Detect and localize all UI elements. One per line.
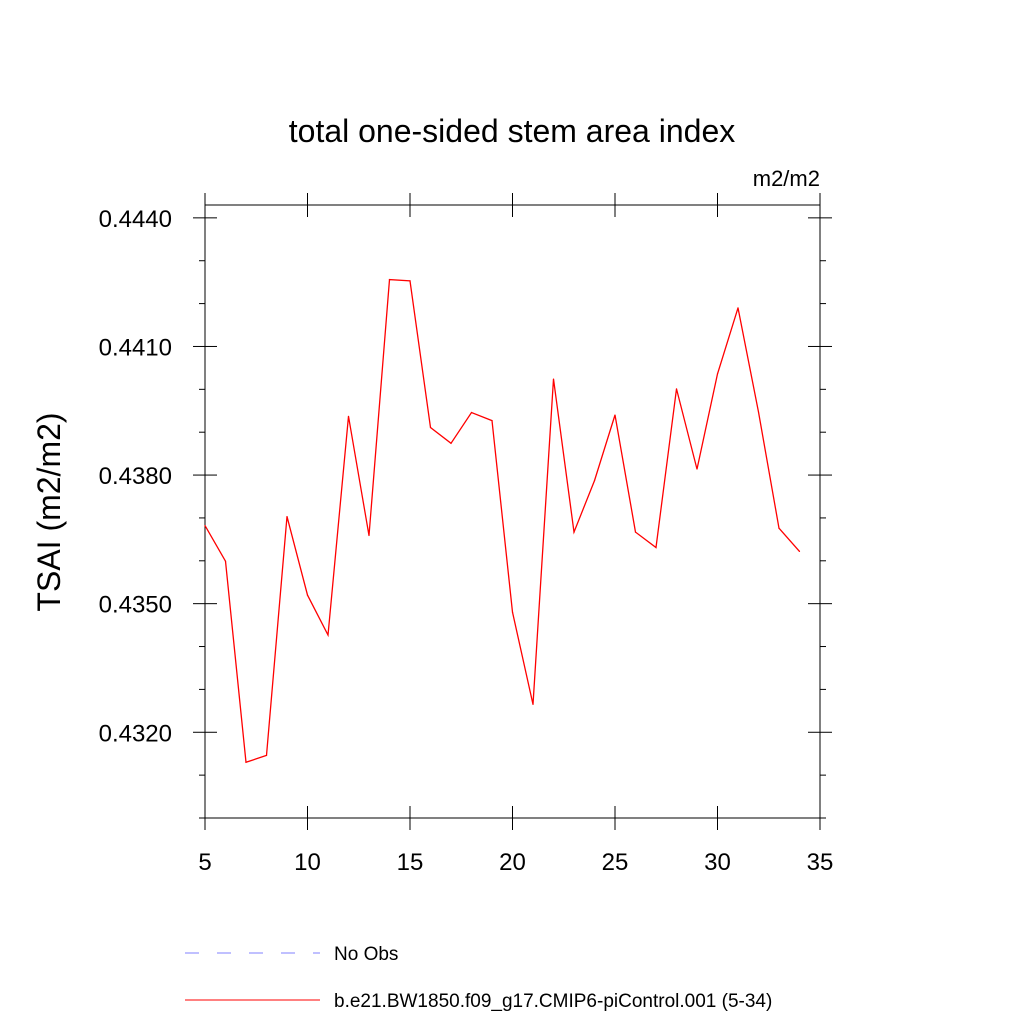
x-tick-label: 20 <box>499 849 526 876</box>
y-tick-label: 0.4320 <box>99 720 172 747</box>
x-tick-label: 5 <box>198 849 211 876</box>
y-tick-label: 0.4350 <box>99 592 172 619</box>
series-point <box>798 550 801 552</box>
series-line-1 <box>204 278 800 764</box>
units-label: m2/m2 <box>753 166 820 191</box>
series-point <box>737 307 739 309</box>
series-layer <box>204 278 801 764</box>
x-tick-label: 35 <box>807 849 834 876</box>
series-point <box>286 516 288 518</box>
series-point <box>655 546 657 549</box>
legend-label-0: No Obs <box>334 944 398 965</box>
series-point <box>757 411 760 413</box>
chart-title: total one-sided stem area index <box>289 113 735 149</box>
series-point <box>491 420 493 422</box>
series-point <box>265 754 268 757</box>
series-point <box>450 442 452 444</box>
series-point <box>778 527 780 529</box>
series-point <box>593 480 596 482</box>
series-point <box>327 634 329 636</box>
series-point <box>675 388 678 390</box>
series-point <box>409 280 411 282</box>
series-point <box>634 531 637 533</box>
series-point <box>368 534 370 537</box>
series-point <box>224 560 227 562</box>
series-point <box>716 373 719 375</box>
legend-label-1: b.e21.BW1850.f09_g17.CMIP6-piControl.001… <box>334 991 772 1012</box>
plot-frame <box>204 204 821 819</box>
x-tick-label: 10 <box>294 849 321 876</box>
series-point <box>532 703 534 706</box>
series-point <box>511 611 514 613</box>
y-tick-label: 0.4440 <box>99 206 172 233</box>
series-point <box>470 411 473 414</box>
series-point <box>429 426 432 429</box>
x-tick-label: 30 <box>704 849 731 876</box>
series-point <box>204 525 206 527</box>
series-point <box>306 594 309 596</box>
series-point <box>552 378 555 380</box>
series-point <box>573 531 575 533</box>
legend: No Obs b.e21.BW1850.f09_g17.CMIP6-piContr… <box>185 944 772 1012</box>
x-tick-label: 15 <box>397 849 424 876</box>
y-tick-label: 0.4410 <box>99 334 172 361</box>
axis-ticks <box>193 193 832 830</box>
series-point <box>347 415 350 417</box>
y-tick-label: 0.4380 <box>99 463 172 490</box>
series-point <box>614 414 616 416</box>
series-point <box>245 761 247 763</box>
y-axis-label: TSAI (m2/m2) <box>31 412 67 611</box>
tick-labels: 5 10 15 20 25 30 35 0.4320 0.4350 0.4380 0.4410 0.4… <box>99 206 834 876</box>
series-point <box>696 468 698 470</box>
series-point <box>388 278 391 281</box>
x-tick-label: 25 <box>602 849 629 876</box>
